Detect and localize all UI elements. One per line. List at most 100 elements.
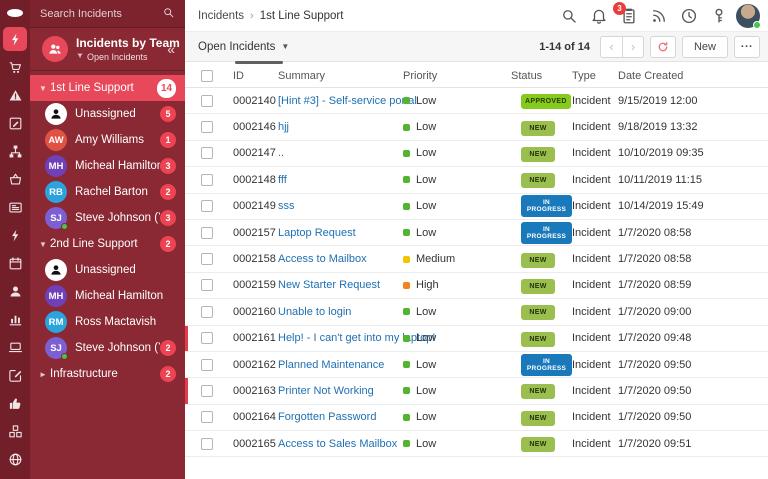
cart-icon[interactable] — [3, 55, 27, 79]
row-checkbox[interactable] — [201, 95, 213, 107]
incident-summary-link[interactable]: Forgotten Password — [278, 411, 403, 423]
column-header-type[interactable]: Type — [572, 70, 618, 82]
bar-chart-icon[interactable] — [3, 307, 27, 331]
incident-summary-link[interactable]: sss — [278, 200, 403, 212]
select-all-checkbox[interactable] — [201, 70, 213, 82]
incident-row-0002149[interactable]: 0002149sssLowIN PROGRESSIncident10/14/20… — [185, 194, 768, 220]
breadcrumb-incidents[interactable]: Incidents — [198, 10, 244, 22]
note-edit-icon[interactable] — [3, 111, 27, 135]
incident-row-0002157[interactable]: 0002157Laptop RequestLowIN PROGRESSIncid… — [185, 220, 768, 246]
team-member-ross-mactavish[interactable]: RMRoss Mactavish — [30, 309, 185, 335]
incident-row-0002165[interactable]: 0002165Access to Sales MailboxLowNEWInci… — [185, 431, 768, 457]
column-header-priority[interactable]: Priority — [403, 70, 511, 82]
incident-summary-link[interactable]: Planned Maintenance — [278, 359, 403, 371]
warning-triangle-icon[interactable] — [3, 83, 27, 107]
team-group-infrastructure[interactable]: ►Infrastructure2 — [30, 361, 185, 387]
team-group-2nd-line-support[interactable]: ▼2nd Line Support2 — [30, 231, 185, 257]
incident-row-0002140[interactable]: 0002140[Hint #3] - Self-service portalLo… — [185, 88, 768, 114]
calendar-icon[interactable] — [3, 251, 27, 275]
user-avatar[interactable] — [736, 4, 760, 28]
team-member-steve-johnson-you-[interactable]: SJSteve Johnson (You)2 — [30, 335, 185, 361]
incident-summary-link[interactable]: [Hint #3] - Self-service portal — [278, 95, 403, 107]
column-header-summary[interactable]: Summary — [278, 70, 403, 82]
caret-down-icon[interactable]: ▼ — [39, 240, 50, 249]
clock-icon[interactable] — [680, 7, 698, 25]
key-icon[interactable] — [710, 7, 728, 25]
row-checkbox[interactable] — [201, 411, 213, 423]
incident-row-0002158[interactable]: 0002158Access to MailboxMediumNEWInciden… — [185, 246, 768, 272]
incident-summary-link[interactable]: Printer Not Working — [278, 385, 403, 397]
row-checkbox[interactable] — [201, 279, 213, 291]
view-selector-dropdown[interactable]: Open Incidents ▼ — [198, 41, 289, 53]
truck-icon[interactable] — [3, 475, 27, 479]
sidebar-search-input[interactable]: Search Incidents — [30, 0, 185, 28]
next-page-button[interactable]: › — [622, 36, 644, 58]
prev-page-button[interactable]: ‹ — [600, 36, 622, 58]
incident-row-0002164[interactable]: 0002164Forgotten PasswordLowNEWIncident1… — [185, 405, 768, 431]
rss-icon[interactable] — [650, 7, 668, 25]
incident-row-0002146[interactable]: 0002146hjjLowNEWIncident9/18/2019 13:32 — [185, 114, 768, 140]
bell-icon[interactable] — [590, 7, 608, 25]
row-checkbox[interactable] — [201, 227, 213, 239]
team-member-amy-williams[interactable]: AWAmy Williams1 — [30, 127, 185, 153]
filter-label[interactable]: Open Incidents — [87, 52, 148, 62]
row-checkbox[interactable] — [201, 174, 213, 186]
incident-summary-link[interactable]: Laptop Request — [278, 227, 403, 239]
search-icon[interactable] — [162, 6, 175, 22]
row-checkbox[interactable] — [201, 306, 213, 318]
horizontal-scrollbar-thumb[interactable] — [235, 61, 283, 64]
bolt-icon[interactable] — [3, 27, 27, 51]
column-header-id[interactable]: ID — [233, 70, 278, 82]
new-incident-button[interactable]: New — [682, 36, 728, 58]
incident-row-0002159[interactable]: 0002159New Starter RequestHighNEWInciden… — [185, 273, 768, 299]
team-member-rachel-barton[interactable]: RBRachel Barton2 — [30, 179, 185, 205]
refresh-button[interactable] — [650, 36, 676, 58]
column-header-date-created[interactable]: Date Created — [618, 70, 768, 82]
team-member-micheal-hamilton[interactable]: MHMicheal Hamilton — [30, 283, 185, 309]
team-member-micheal-hamilton[interactable]: MHMicheal Hamilton3 — [30, 153, 185, 179]
globe-icon[interactable] — [3, 447, 27, 471]
caret-down-icon[interactable]: ▼ — [39, 84, 50, 93]
laptop-icon[interactable] — [3, 335, 27, 359]
app-logo-icon[interactable] — [7, 9, 23, 17]
sitemap-icon[interactable] — [3, 139, 27, 163]
row-checkbox[interactable] — [201, 359, 213, 371]
team-group-1st-line-support[interactable]: ▼1st Line Support14 — [30, 75, 185, 101]
incident-row-0002162[interactable]: 0002162Planned MaintenanceLowIN PROGRESS… — [185, 352, 768, 378]
incident-summary-link[interactable]: Unable to login — [278, 306, 403, 318]
incident-summary-link[interactable]: Help! - I can't get into my laptop! — [278, 332, 403, 344]
user-icon[interactable] — [3, 279, 27, 303]
caret-right-icon[interactable]: ► — [39, 370, 50, 379]
column-header-status[interactable]: Status — [511, 70, 572, 82]
row-checkbox[interactable] — [201, 438, 213, 450]
newspaper-icon[interactable] — [3, 195, 27, 219]
incident-row-0002160[interactable]: 0002160Unable to loginLowNEWIncident1/7/… — [185, 299, 768, 325]
incident-summary-link[interactable]: .. — [278, 147, 403, 159]
collapse-sidebar-icon[interactable]: « — [165, 41, 177, 57]
row-checkbox[interactable] — [201, 200, 213, 212]
incident-summary-link[interactable]: fff — [278, 174, 403, 186]
row-checkbox[interactable] — [201, 121, 213, 133]
row-checkbox[interactable] — [201, 147, 213, 159]
team-member-steve-johnson-you-[interactable]: SJSteve Johnson (You)3 — [30, 205, 185, 231]
incident-row-0002148[interactable]: 0002148fffLowNEWIncident10/11/2019 11:15 — [185, 167, 768, 193]
compose-icon[interactable] — [3, 363, 27, 387]
team-member-unassigned[interactable]: Unassigned — [30, 257, 185, 283]
incident-summary-link[interactable]: Access to Mailbox — [278, 253, 403, 265]
team-member-unassigned[interactable]: Unassigned5 — [30, 101, 185, 127]
thumbs-up-icon[interactable] — [3, 391, 27, 415]
search-icon[interactable] — [560, 7, 578, 25]
incident-row-0002161[interactable]: 0002161Help! - I can't get into my lapto… — [185, 326, 768, 352]
incident-summary-link[interactable]: Access to Sales Mailbox — [278, 438, 403, 450]
cubes-icon[interactable] — [3, 419, 27, 443]
clipboard-icon[interactable]: 3 — [620, 7, 638, 25]
row-checkbox[interactable] — [201, 332, 213, 344]
incident-summary-link[interactable]: hjj — [278, 121, 403, 133]
incident-row-0002163[interactable]: 0002163Printer Not WorkingLowNEWIncident… — [185, 378, 768, 404]
incident-row-0002147[interactable]: 0002147..LowNEWIncident10/10/2019 09:35 — [185, 141, 768, 167]
basket-icon[interactable] — [3, 167, 27, 191]
row-checkbox[interactable] — [201, 385, 213, 397]
flash-icon[interactable] — [3, 223, 27, 247]
more-actions-button[interactable]: ... — [734, 36, 760, 58]
incident-summary-link[interactable]: New Starter Request — [278, 279, 403, 291]
